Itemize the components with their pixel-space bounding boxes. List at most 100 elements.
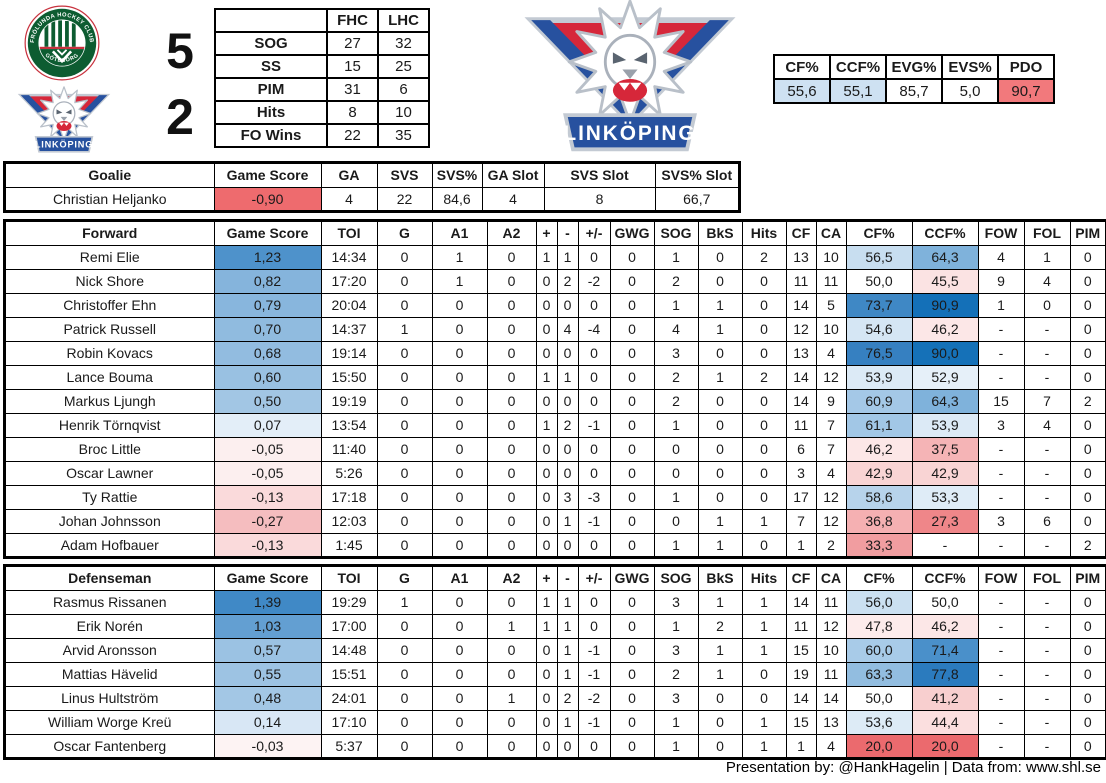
ccf-pct-cell: 90,9: [911, 292, 979, 318]
skater-header-cell: Game Score: [213, 220, 322, 246]
game-score-cell: 0,48: [213, 685, 322, 711]
goalie-name-cell: Christian Heljanko: [4, 186, 215, 212]
stat-cell: 2: [653, 364, 699, 390]
cf-pct-cell: 61,1: [845, 412, 913, 438]
stat-cell: 1: [741, 589, 787, 615]
stat-cell: 0: [741, 268, 787, 294]
stat-cell: 1: [535, 589, 558, 615]
player-group-title: Defenseman: [4, 565, 215, 591]
stat-cell: 0: [431, 661, 488, 687]
stat-cell: -: [977, 733, 1025, 759]
game-score-cell: -0,03: [213, 733, 322, 759]
game-score-cell: 0,70: [213, 316, 322, 342]
team-stat-value: 90,7: [997, 78, 1055, 104]
skater-header-cell: A1: [431, 565, 488, 591]
stat-cell: 1: [741, 613, 787, 639]
stat-cell: 0: [1069, 364, 1106, 390]
stat-cell: -: [977, 340, 1025, 366]
stat-cell: 0: [577, 733, 611, 759]
skater-header-cell: SOG: [653, 220, 699, 246]
player-name-cell: Nick Shore: [4, 268, 215, 294]
stat-cell: 4: [653, 316, 699, 342]
skater-header-cell: +/-: [577, 220, 611, 246]
game-score-cell: 0,82: [213, 268, 322, 294]
stat-cell: 0: [486, 508, 537, 534]
stat-cell: 0: [431, 460, 488, 486]
cf-pct-cell: 20,0: [845, 733, 913, 759]
stat-cell: 0: [431, 340, 488, 366]
stat-cell: 1: [556, 709, 579, 735]
ccf-pct-cell: 37,5: [911, 436, 979, 462]
stat-cell: 11: [815, 268, 847, 294]
stat-cell: 4: [815, 460, 847, 486]
stat-cell: 0: [609, 733, 655, 759]
cf-pct-cell: 50,0: [845, 685, 913, 711]
forward-row: Broc Little -0,05 11:40 0 0 0 0 0 0 0 0 0 0 6 7 46,2 37,…: [4, 436, 1106, 462]
stat-cell: 0: [609, 244, 655, 270]
stat-cell: 6: [785, 436, 817, 462]
stat-cell: 11: [815, 661, 847, 687]
stat-cell: 0: [376, 388, 433, 414]
stat-cell: 1: [741, 637, 787, 663]
team-stats-value-row: 55,6 55,1 85,7 5,0 90,7: [773, 78, 1055, 104]
stat-cell: 3: [977, 508, 1025, 534]
skater-header-cell: CA: [815, 565, 847, 591]
stat-cell: 1: [556, 364, 579, 390]
stat-cell: 1: [556, 613, 579, 639]
team-stats-table: CF% CCF% EVG% EVS% PDO 55,6 55,1 85,7 5,0 90,7: [773, 54, 1055, 104]
stat-cell: -4: [577, 316, 611, 342]
stat-cell: 3: [556, 484, 579, 510]
cf-pct-cell: 47,8: [845, 613, 913, 639]
linkoping-logo-small-icon: [19, 86, 109, 154]
stat-cell: 0: [556, 340, 579, 366]
stat-cell: 0: [431, 613, 488, 639]
stat-cell: 0: [1069, 637, 1106, 663]
stat-cell: 0: [697, 436, 743, 462]
skater-header-cell: CF: [785, 220, 817, 246]
stat-cell: 0: [431, 436, 488, 462]
defense-row: Mattias Hävelid 0,55 15:51 0 0 0 0 1 -1 0 2 1 0 19 11 6…: [4, 661, 1106, 687]
stat-cell: 0: [697, 685, 743, 711]
stat-cell: 0: [431, 412, 488, 438]
skater-header-cell: BkS: [697, 220, 743, 246]
game-score-cell: 0,79: [213, 292, 322, 318]
stat-cell: 0: [486, 460, 537, 486]
stat-cell: 0: [376, 637, 433, 663]
skater-header-cell: +: [535, 565, 558, 591]
stat-cell: 7: [815, 436, 847, 462]
goalie-header-cell: SVS Slot: [543, 162, 656, 188]
cf-pct-cell: 56,5: [845, 244, 913, 270]
stat-cell: 1: [697, 589, 743, 615]
game-score-cell: -0,13: [213, 484, 322, 510]
stat-cell: 0: [376, 412, 433, 438]
stat-cell: 0: [741, 460, 787, 486]
stat-cell: 0: [431, 685, 488, 711]
stat-cell: 4: [320, 186, 378, 212]
stat-cell: -: [1023, 589, 1071, 615]
stat-cell: 1: [535, 412, 558, 438]
stat-cell: 3: [653, 340, 699, 366]
stat-cell: 1: [653, 244, 699, 270]
cf-pct-cell: 56,0: [845, 589, 913, 615]
stat-cell: 0: [376, 532, 433, 558]
game-score-cell: 0,07: [213, 412, 322, 438]
score-stat-value: 15: [326, 54, 379, 79]
stat-cell: -: [1023, 316, 1071, 342]
goalie-header-cell: Game Score: [213, 162, 322, 188]
cf-pct-cell: 63,3: [845, 661, 913, 687]
team-stat-header: CF%: [773, 54, 831, 80]
stat-cell: 0: [535, 436, 558, 462]
skater-header-cell: Hits: [741, 220, 787, 246]
stat-cell: 0: [1069, 412, 1106, 438]
skater-header-cell: BkS: [697, 565, 743, 591]
stat-cell: 1: [977, 292, 1025, 318]
stat-cell: 15: [977, 388, 1025, 414]
stat-cell: 3: [977, 412, 1025, 438]
stat-cell: 0: [535, 661, 558, 687]
stat-cell: 0: [376, 508, 433, 534]
stat-cell: 14: [785, 685, 817, 711]
score-stat-label: SS: [214, 54, 328, 79]
stat-cell: 0: [653, 436, 699, 462]
stat-cell: 11: [785, 412, 817, 438]
stat-cell: 1: [697, 316, 743, 342]
